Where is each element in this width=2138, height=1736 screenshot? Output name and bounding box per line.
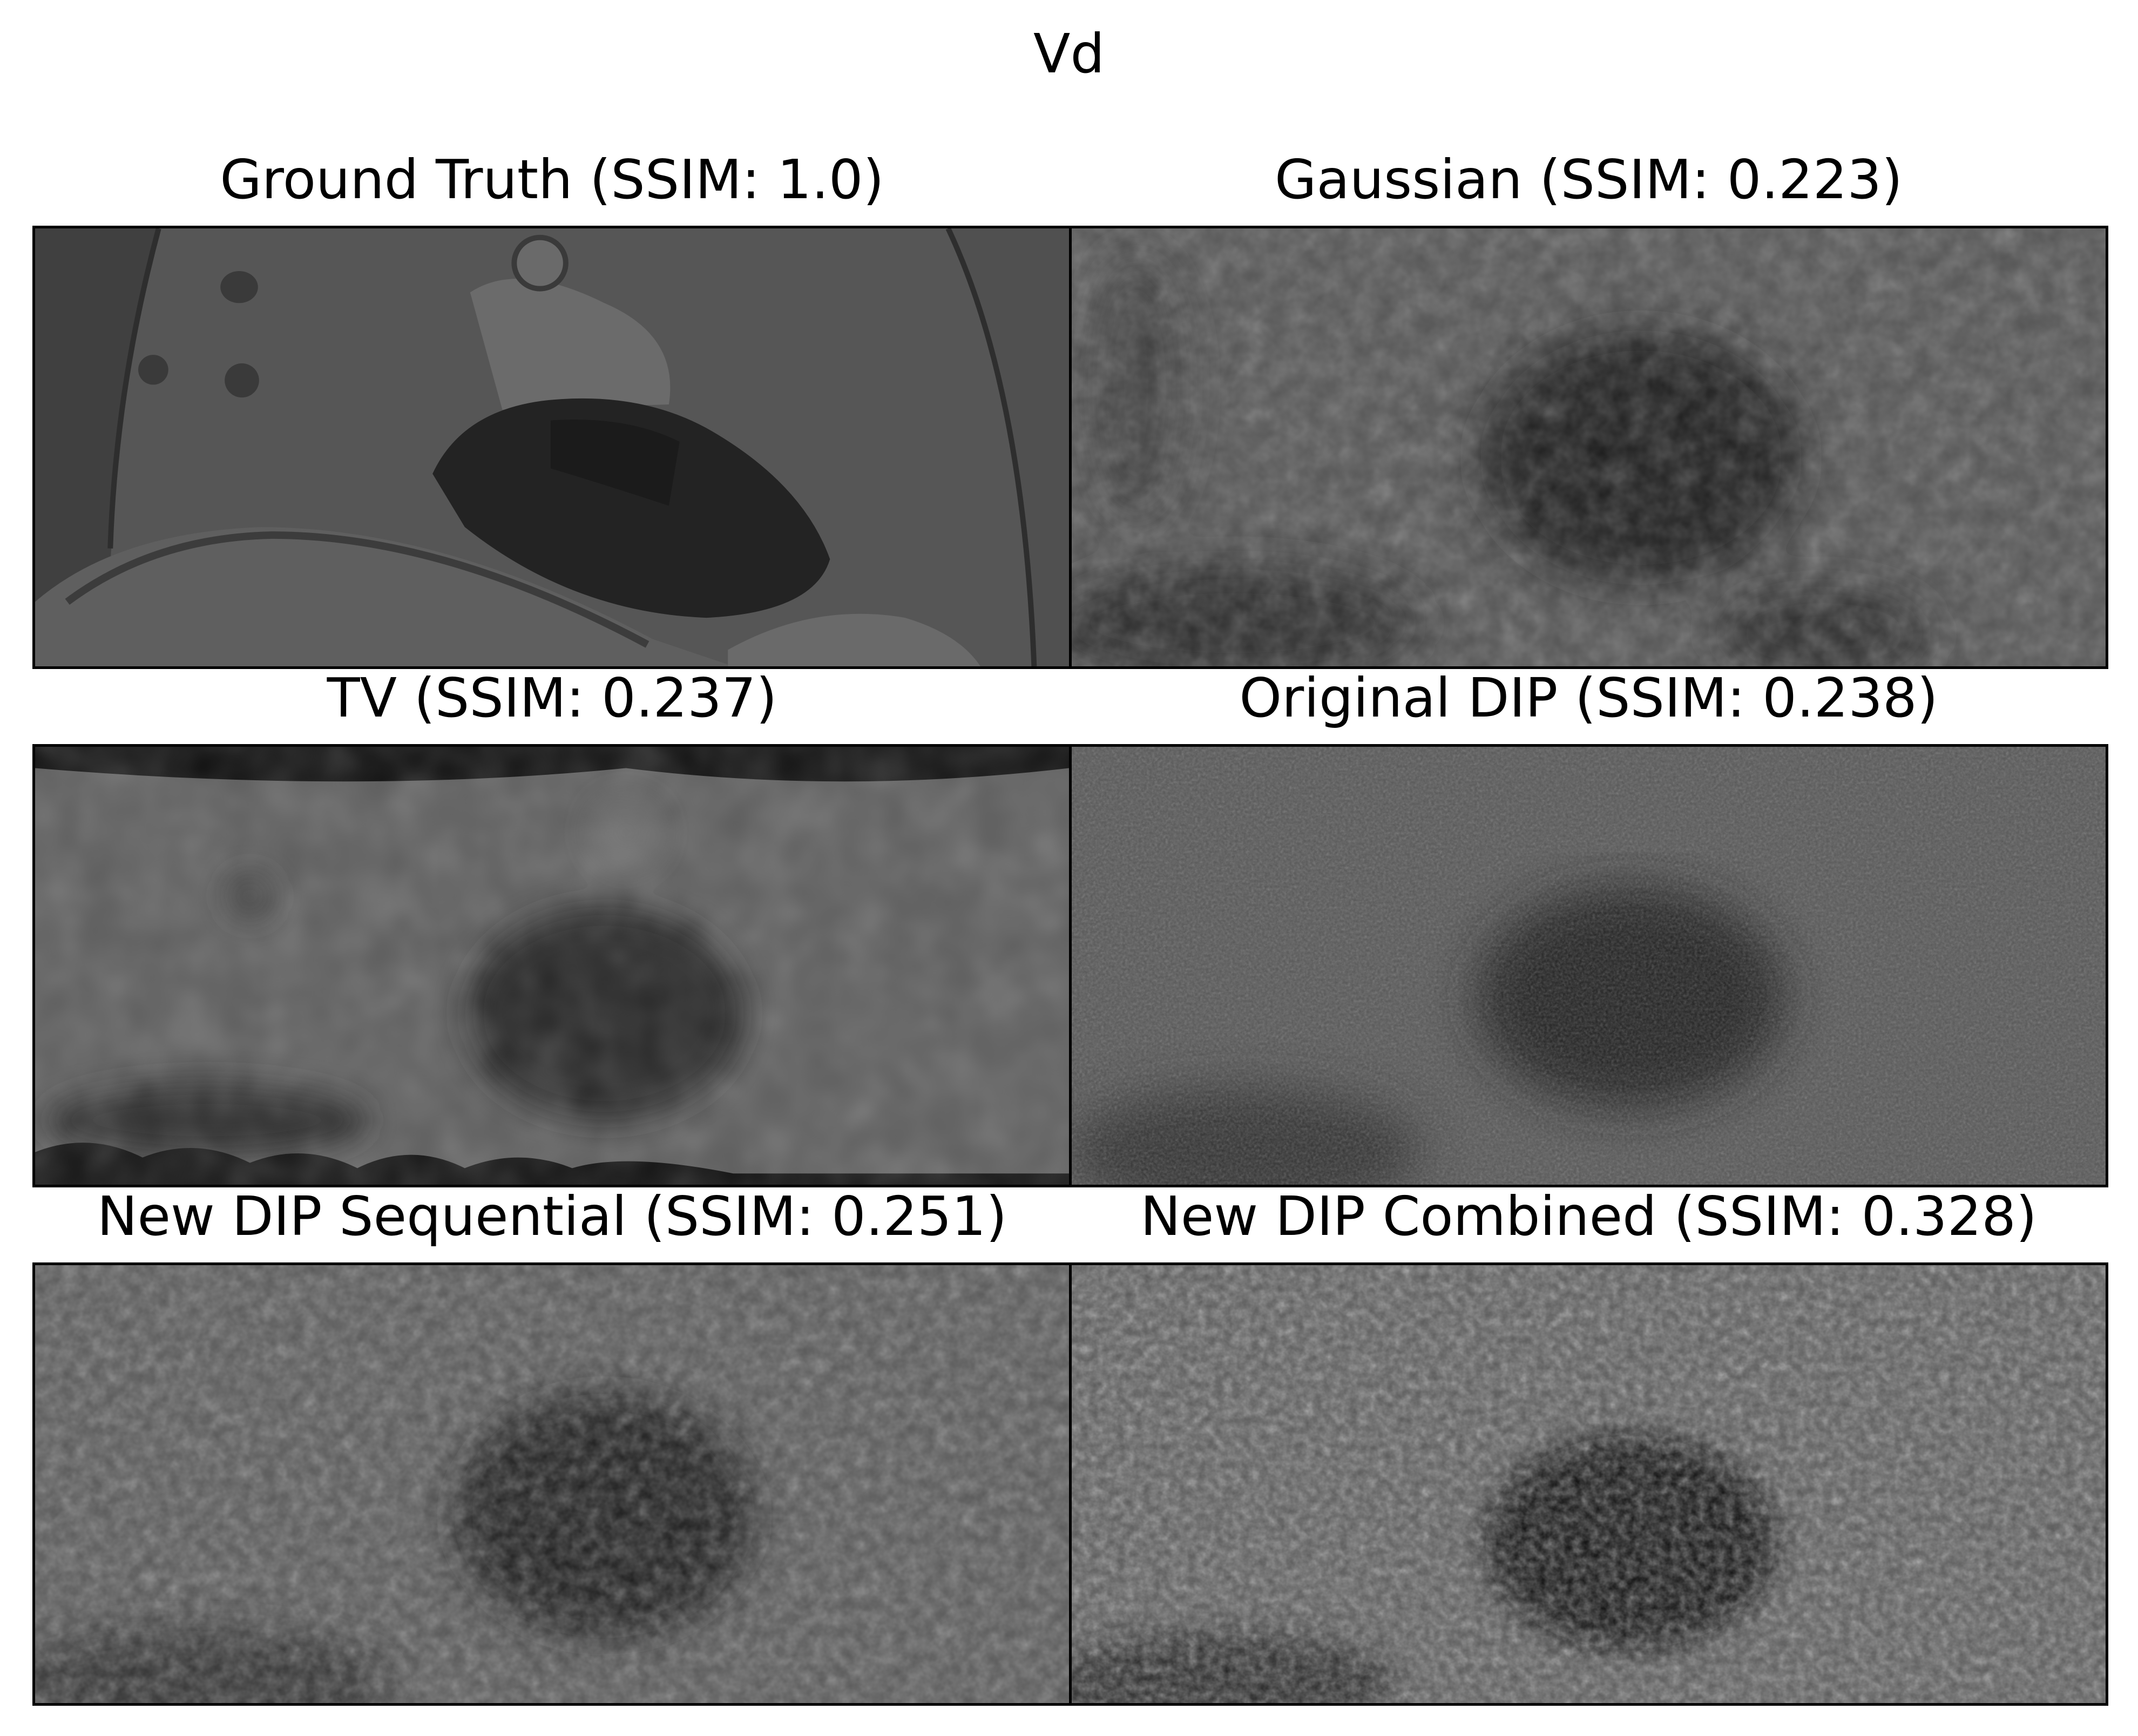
image-panel-tv <box>32 744 1072 1187</box>
image-panel-original-dip <box>1069 744 2108 1187</box>
panel-title-original-dip: Original DIP (SSIM: 0.238) <box>1239 666 1938 729</box>
image-panel-gaussian <box>1069 226 2108 669</box>
image-panel-new-dip-sequential <box>32 1262 1072 1706</box>
image-panel-ground-truth <box>32 226 1072 669</box>
figure-suptitle: Vd <box>1033 22 1105 85</box>
panel-title-tv: TV (SSIM: 0.237) <box>327 666 777 729</box>
panel-title-ground-truth: Ground Truth (SSIM: 1.0) <box>220 148 884 211</box>
image-panel-new-dip-combined <box>1069 1262 2108 1706</box>
panel-title-new-dip-sequential: New DIP Sequential (SSIM: 0.251) <box>97 1185 1007 1248</box>
panel-title-new-dip-combined: New DIP Combined (SSIM: 0.328) <box>1140 1185 2037 1248</box>
panel-title-gaussian: Gaussian (SSIM: 0.223) <box>1274 148 1903 211</box>
